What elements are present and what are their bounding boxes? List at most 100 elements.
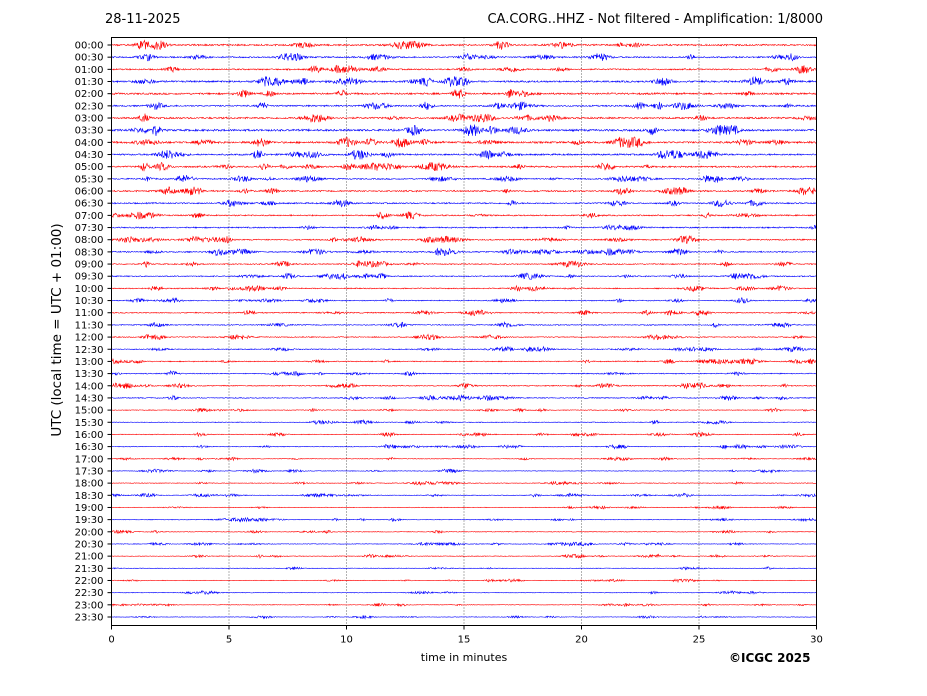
trace-row	[111, 480, 817, 486]
row-time-label: 12:00	[75, 333, 104, 344]
trace-row	[111, 357, 817, 366]
row-time-label: 09:30	[75, 272, 104, 283]
row-time-label: 22:30	[75, 588, 104, 599]
trace-row	[111, 345, 817, 353]
x-tick-label: 25	[693, 635, 706, 646]
row-time-label: 15:30	[75, 418, 104, 429]
row-time-label: 06:00	[75, 187, 104, 198]
row-time-label: 07:30	[75, 223, 104, 234]
row-time-label: 08:00	[75, 235, 104, 246]
row-time-label: 13:30	[75, 369, 104, 380]
date-label: 28-11-2025	[105, 12, 181, 27]
row-time-label: 11:00	[75, 308, 104, 319]
trace-layer	[111, 39, 817, 620]
row-time-label: 04:00	[75, 138, 104, 149]
trace-row	[111, 247, 817, 257]
row-time-label: 17:30	[75, 466, 104, 477]
row-time-label: 11:30	[75, 320, 104, 331]
trace-row	[111, 566, 817, 571]
row-time-label: 21:30	[75, 564, 104, 575]
row-time-label: 16:30	[75, 442, 104, 453]
trace-row	[111, 101, 817, 111]
chart-title: CA.CORG..HHZ - Not filtered - Amplificat…	[487, 12, 823, 27]
row-time-label: 23:30	[75, 612, 104, 623]
trace-row	[111, 284, 817, 293]
trace-row	[111, 333, 817, 341]
trace-row	[111, 578, 817, 584]
row-time-label: 19:30	[75, 515, 104, 526]
trace-row	[111, 529, 817, 535]
row-time-label: 21:00	[75, 552, 104, 563]
row-time-label: 16:00	[75, 430, 104, 441]
trace-row	[111, 175, 817, 183]
row-time-label: 00:30	[75, 53, 104, 64]
x-tick-label: 20	[575, 635, 588, 646]
trace-row	[111, 419, 817, 426]
trace-row	[111, 260, 817, 268]
trace-row	[111, 52, 817, 62]
trace-row	[111, 39, 817, 50]
row-time-label: 03:00	[75, 114, 104, 125]
row-time-label: 00:00	[75, 41, 104, 52]
trace-row	[111, 76, 817, 87]
row-time-label: 01:30	[75, 77, 104, 88]
row-time-label: 01:00	[75, 65, 104, 76]
x-tick-label: 5	[226, 635, 232, 646]
trace-row	[111, 602, 817, 608]
row-time-label: 14:00	[75, 381, 104, 392]
grid-layer	[228, 37, 700, 626]
row-time-label: 17:00	[75, 454, 104, 465]
x-axis-label: time in minutes	[420, 651, 508, 664]
x-tick-label: 30	[810, 635, 823, 646]
trace-row	[111, 381, 817, 390]
trace-row	[111, 407, 817, 413]
trace-row	[111, 309, 817, 317]
trace-row	[111, 321, 817, 329]
trace-row	[111, 431, 817, 438]
row-time-label: 15:00	[75, 406, 104, 417]
trace-row	[111, 149, 817, 160]
row-time-label: 02:00	[75, 89, 104, 100]
trace-row	[111, 224, 817, 231]
trace-row	[111, 89, 817, 99]
row-time-label: 22:00	[75, 576, 104, 587]
row-time-label: 10:30	[75, 296, 104, 307]
trace-row	[111, 136, 817, 148]
trace-row	[111, 443, 817, 450]
trace-row	[111, 394, 817, 402]
y-axis-label: UTC (local time = UTC + 01:00)	[49, 223, 65, 437]
row-time-label: 14:30	[75, 393, 104, 404]
x-tick-label: 0	[108, 635, 114, 646]
row-time-label: 08:30	[75, 247, 104, 258]
trace-row	[111, 297, 817, 304]
trace-row	[111, 505, 817, 510]
trace-row	[111, 272, 817, 281]
trace-row	[111, 456, 817, 462]
row-time-label: 06:30	[75, 199, 104, 210]
trace-row	[111, 124, 817, 137]
row-time-label: 18:00	[75, 479, 104, 490]
trace-row	[111, 211, 817, 220]
row-time-label: 05:30	[75, 174, 104, 185]
copyright-label: ©ICGC 2025	[729, 651, 811, 665]
axis-layer: 0 5 10 15 20 25 30 00:0000:3001:0001:3002:0002:…	[75, 41, 823, 646]
trace-row	[111, 113, 817, 123]
row-time-label: 13:00	[75, 357, 104, 368]
row-time-label: 20:00	[75, 527, 104, 538]
trace-row	[111, 468, 817, 474]
trace-row	[111, 186, 817, 196]
trace-row	[111, 492, 817, 498]
trace-row	[111, 516, 817, 523]
row-time-label: 20:30	[75, 539, 104, 550]
trace-row	[111, 235, 817, 244]
row-time-label: 19:00	[75, 503, 104, 514]
row-time-label: 02:30	[75, 101, 104, 112]
row-time-label: 10:00	[75, 284, 104, 295]
row-time-label: 05:00	[75, 162, 104, 173]
x-tick-label: 15	[458, 635, 471, 646]
trace-row	[111, 553, 817, 559]
x-tick-label: 10	[340, 635, 353, 646]
row-time-label: 18:30	[75, 491, 104, 502]
row-time-label: 04:30	[75, 150, 104, 161]
